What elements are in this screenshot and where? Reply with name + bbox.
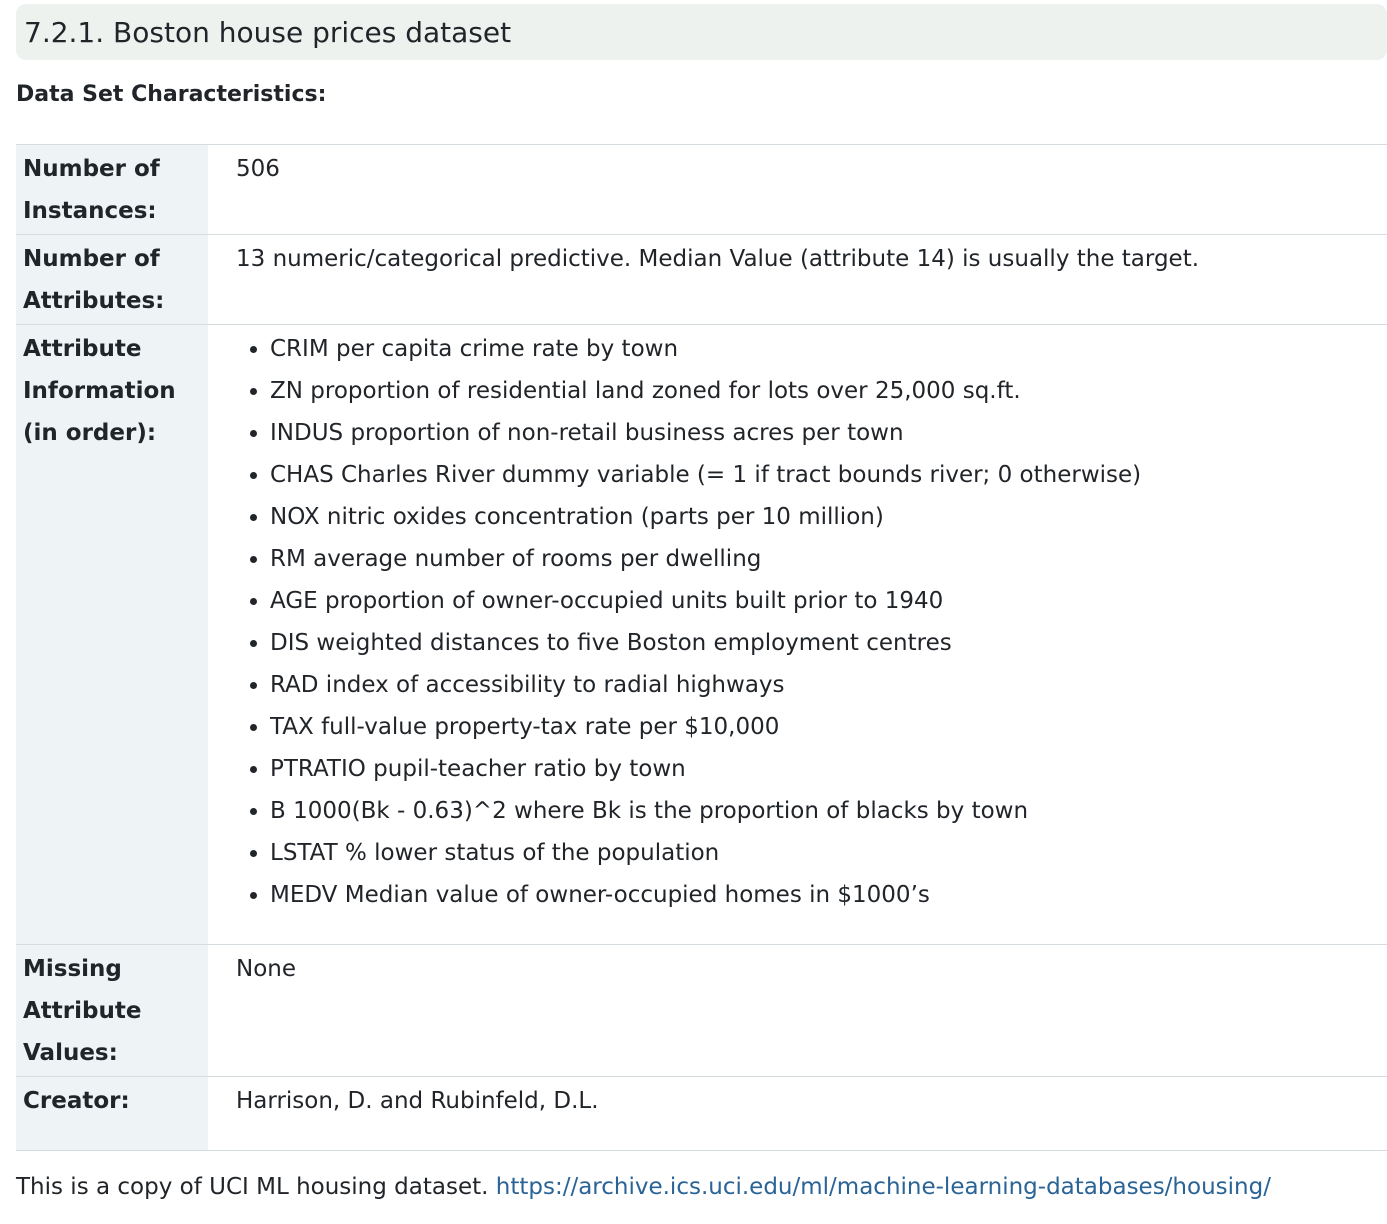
label-number-of-attributes: Number of Attributes:: [16, 234, 208, 325]
attribute-list-item: ZN proportion of residential land zoned …: [270, 370, 1381, 412]
row-creator: Creator: Harrison, D. and Rubinfeld, D.L…: [16, 1076, 1387, 1151]
attribute-list-item: MEDV Median value of owner-occupied home…: [270, 874, 1381, 916]
label-number-of-instances: Number of Instances:: [16, 144, 208, 235]
attribute-list-item: NOX nitric oxides concentration (parts p…: [270, 496, 1381, 538]
value-creator: Harrison, D. and Rubinfeld, D.L.: [236, 1088, 599, 1114]
value-number-of-attributes: 13 numeric/categorical predictive. Media…: [236, 246, 1200, 272]
row-missing-attribute-values: Missing Attribute Values: None: [16, 944, 1387, 1077]
dataset-link[interactable]: https://archive.ics.uci.edu/ml/machine-l…: [495, 1174, 1271, 1200]
row-number-of-attributes: Number of Attributes: 13 numeric/categor…: [16, 234, 1387, 325]
attribute-list: CRIM per capita crime rate by townZN pro…: [236, 328, 1381, 916]
attribute-list-item: CRIM per capita crime rate by town: [270, 328, 1381, 370]
attribute-list-item: B 1000(Bk - 0.63)^2 where Bk is the prop…: [270, 790, 1381, 832]
attribute-list-item: TAX full-value property-tax rate per $10…: [270, 706, 1381, 748]
label-missing-attribute-values: Missing Attribute Values:: [16, 944, 208, 1077]
value-missing-attribute-values: None: [236, 956, 297, 982]
footer-text: This is a copy of UCI ML housing dataset…: [16, 1174, 496, 1200]
attribute-list-item: RAD index of accessibility to radial hig…: [270, 664, 1381, 706]
footer-note: This is a copy of UCI ML housing dataset…: [16, 1174, 1271, 1200]
label-attribute-information: Attribute Information (in order):: [16, 324, 208, 945]
row-attribute-information: Attribute Information (in order): CRIM p…: [16, 324, 1387, 945]
label-creator: Creator:: [16, 1076, 208, 1151]
characteristics-table: Number of Instances: 506 Number of Attri…: [16, 144, 1387, 1151]
attribute-list-item: INDUS proportion of non-retail business …: [270, 412, 1381, 454]
attribute-list-item: AGE proportion of owner-occupied units b…: [270, 580, 1381, 622]
attribute-list-item: CHAS Charles River dummy variable (= 1 i…: [270, 454, 1381, 496]
attribute-list-item: PTRATIO pupil-teacher ratio by town: [270, 748, 1381, 790]
attribute-list-item: RM average number of rooms per dwelling: [270, 538, 1381, 580]
section-header: 7.2.1. Boston house prices dataset: [16, 4, 1387, 60]
row-number-of-instances: Number of Instances: 506: [16, 144, 1387, 235]
attribute-list-item: DIS weighted distances to five Boston em…: [270, 622, 1381, 664]
attribute-list-item: LSTAT % lower status of the population: [270, 832, 1381, 874]
section-title: 7.2.1. Boston house prices dataset: [24, 15, 512, 49]
characteristics-heading: Data Set Characteristics:: [16, 82, 327, 107]
value-number-of-instances: 506: [236, 156, 280, 182]
value-attribute-information: CRIM per capita crime rate by townZN pro…: [208, 325, 1387, 945]
